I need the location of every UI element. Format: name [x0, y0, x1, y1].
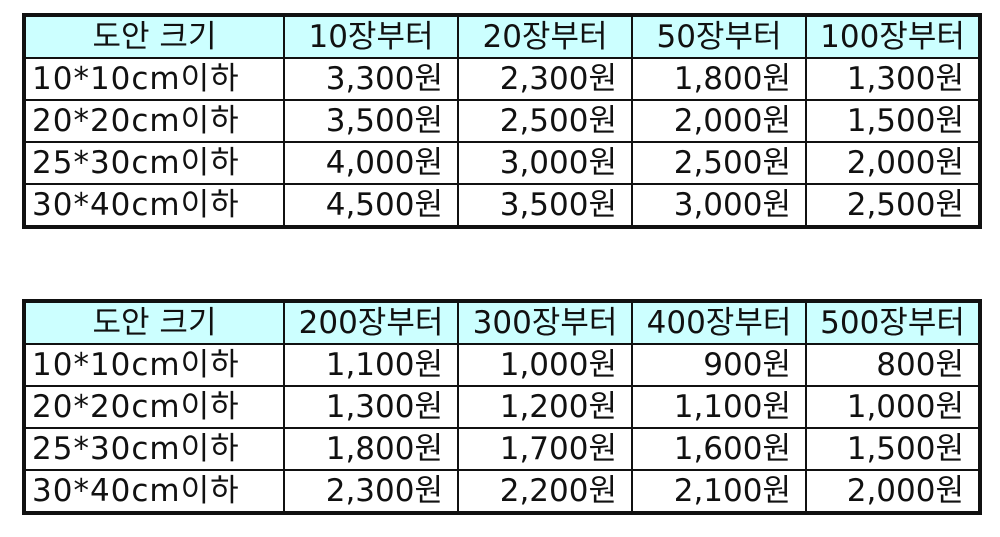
price-cell: 1,600원: [631, 427, 807, 471]
size-cell: 25*30cm이하: [23, 141, 285, 185]
table-row: 25*30cm이하 1,800원 1,700원 1,600원 1,500원: [23, 427, 981, 471]
price-cell: 2,300원: [457, 57, 633, 101]
size-cell: 30*40cm이하: [23, 183, 285, 228]
header-size: 도안 크기: [23, 300, 285, 345]
price-cell: 1,000원: [457, 343, 633, 387]
table-header-row: 도안 크기 10장부터 20장부터 50장부터 100장부터: [23, 14, 981, 59]
price-cell: 1,300원: [805, 57, 981, 101]
price-cell: 2,300원: [283, 469, 459, 514]
size-cell: 20*20cm이하: [23, 385, 285, 429]
size-cell: 10*10cm이하: [23, 57, 285, 101]
price-cell: 3,300원: [283, 57, 459, 101]
price-table-2: 도안 크기 200장부터 300장부터 400장부터 500장부터 10*10c…: [22, 299, 982, 515]
price-cell: 4,500원: [283, 183, 459, 228]
price-table-1: 도안 크기 10장부터 20장부터 50장부터 100장부터 10*10cm이하…: [22, 13, 982, 229]
header-quantity-500: 500장부터: [805, 300, 981, 345]
price-cell: 3,000원: [631, 183, 807, 228]
size-cell: 30*40cm이하: [23, 469, 285, 514]
price-cell: 1,800원: [631, 57, 807, 101]
table-header-row: 도안 크기 200장부터 300장부터 400장부터 500장부터: [23, 300, 981, 345]
header-size: 도안 크기: [23, 14, 285, 59]
table-row: 30*40cm이하 4,500원 3,500원 3,000원 2,500원: [23, 183, 981, 228]
price-cell: 900원: [631, 343, 807, 387]
price-cell: 1,500원: [805, 427, 981, 471]
table-row: 30*40cm이하 2,300원 2,200원 2,100원 2,000원: [23, 469, 981, 514]
size-cell: 25*30cm이하: [23, 427, 285, 471]
size-cell: 10*10cm이하: [23, 343, 285, 387]
price-cell: 1,200원: [457, 385, 633, 429]
size-cell: 20*20cm이하: [23, 99, 285, 143]
price-cell: 1,100원: [283, 343, 459, 387]
header-quantity-20: 20장부터: [457, 14, 633, 59]
price-cell: 800원: [805, 343, 981, 387]
price-cell: 2,100원: [631, 469, 807, 514]
price-cell: 1,300원: [283, 385, 459, 429]
header-quantity-400: 400장부터: [631, 300, 807, 345]
price-cell: 3,000원: [457, 141, 633, 185]
header-quantity-100: 100장부터: [805, 14, 981, 59]
table-row: 10*10cm이하 3,300원 2,300원 1,800원 1,300원: [23, 57, 981, 101]
header-quantity-200: 200장부터: [283, 300, 459, 345]
header-quantity-50: 50장부터: [631, 14, 807, 59]
price-cell: 1,000원: [805, 385, 981, 429]
price-cell: 2,000원: [631, 99, 807, 143]
price-cell: 3,500원: [283, 99, 459, 143]
price-cell: 2,000원: [805, 469, 981, 514]
table-row: 10*10cm이하 1,100원 1,000원 900원 800원: [23, 343, 981, 387]
header-quantity-300: 300장부터: [457, 300, 633, 345]
price-cell: 1,100원: [631, 385, 807, 429]
price-cell: 2,000원: [805, 141, 981, 185]
table-row: 25*30cm이하 4,000원 3,000원 2,500원 2,000원: [23, 141, 981, 185]
price-cell: 2,500원: [631, 141, 807, 185]
price-cell: 1,700원: [457, 427, 633, 471]
price-cell: 1,500원: [805, 99, 981, 143]
header-quantity-10: 10장부터: [283, 14, 459, 59]
price-cell: 2,200원: [457, 469, 633, 514]
table-row: 20*20cm이하 3,500원 2,500원 2,000원 1,500원: [23, 99, 981, 143]
price-cell: 4,000원: [283, 141, 459, 185]
price-cell: 2,500원: [457, 99, 633, 143]
price-cell: 1,800원: [283, 427, 459, 471]
price-cell: 3,500원: [457, 183, 633, 228]
table-row: 20*20cm이하 1,300원 1,200원 1,100원 1,000원: [23, 385, 981, 429]
price-cell: 2,500원: [805, 183, 981, 228]
